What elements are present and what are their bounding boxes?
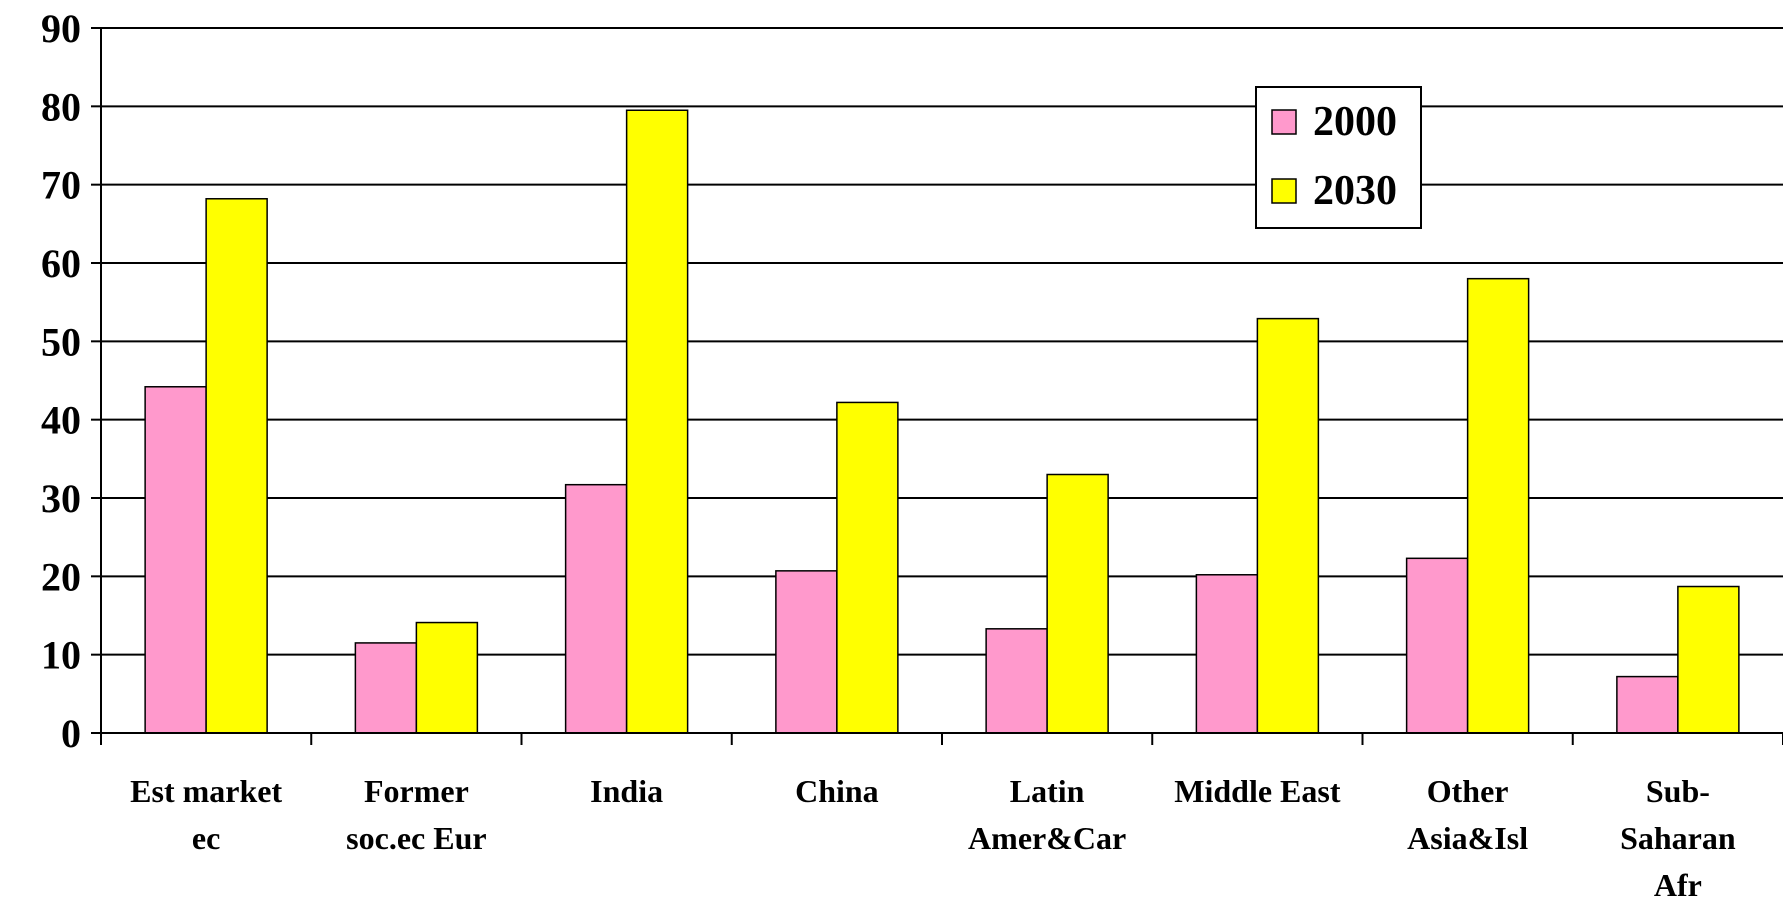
x-tick-label-line: ec (192, 820, 220, 856)
bar-2000-2 (564, 483, 628, 734)
x-tick-label: China (795, 773, 879, 809)
y-tick-label: 20 (41, 554, 81, 599)
y-tick-label: 0 (61, 711, 81, 756)
y-tick-label: 50 (41, 319, 81, 364)
y-tick-label: 70 (41, 163, 81, 208)
bar-2030-4 (1046, 473, 1109, 734)
x-tick-label-line: China (795, 773, 879, 809)
bar-2030-2 (625, 109, 689, 734)
x-tick-label-line: Amer&Car (968, 820, 1126, 856)
axes (91, 27, 1783, 745)
x-tick-label-line: Asia&Isl (1407, 820, 1528, 856)
bar-2030-1 (415, 621, 479, 734)
legend-label: 2000 (1313, 99, 1397, 145)
y-tick-label: 80 (41, 84, 81, 129)
x-tick-label-line: Former (364, 773, 469, 809)
legend-swatch (1271, 109, 1297, 135)
x-tick-label: Latin Amer&Car (968, 773, 1126, 856)
x-tick-label-line: Est market (130, 773, 282, 809)
x-tick-label-line: Middle East (1174, 773, 1341, 809)
x-tick-label: Middle East (1174, 773, 1341, 809)
bar-2000-5 (1195, 574, 1259, 734)
y-tick-label: 90 (41, 6, 81, 51)
x-tick-label-line: India (590, 773, 663, 809)
bar-2030-5 (1256, 317, 1320, 734)
x-tick-label: Other Asia&Isl (1407, 773, 1528, 856)
bar-2000-7 (1616, 675, 1679, 734)
x-tick-label: India (590, 773, 663, 809)
x-axis-tick-labels: Est market ec Former soc.ec Eur India China La… (130, 773, 1736, 902)
bar-2000-4 (985, 628, 1048, 734)
y-tick-label: 60 (41, 241, 81, 286)
x-tick-label-line: Afr (1654, 867, 1702, 902)
legend-label: 2030 (1313, 168, 1397, 214)
gridlines (101, 27, 1783, 656)
x-tick-label-line: Saharan (1620, 820, 1736, 856)
bar-2000-3 (775, 570, 838, 734)
x-tick-label-line: soc.ec Eur (346, 820, 486, 856)
bar-2000-6 (1405, 557, 1469, 734)
y-tick-label: 40 (41, 398, 81, 443)
x-tick-label: Former soc.ec Eur (346, 773, 486, 856)
bar-2000-0 (144, 386, 207, 734)
y-axis-tick-labels: 0 10 20 30 40 50 60 70 80 90 (41, 6, 81, 756)
x-tick-label-line: Latin (1010, 773, 1085, 809)
bar-2030-0 (205, 198, 268, 734)
bar-2030-3 (836, 401, 899, 734)
legend: 2000 2030 (1255, 86, 1422, 229)
bar-2030-6 (1466, 277, 1530, 734)
x-tick-label-line: Sub- (1646, 773, 1710, 809)
y-tick-label: 10 (41, 633, 81, 678)
legend-swatch (1271, 178, 1297, 204)
bar-2000-1 (354, 642, 418, 734)
x-tick-label: Est market ec (130, 773, 282, 856)
x-tick-label: Sub- Saharan Afr (1620, 773, 1736, 902)
y-tick-label: 30 (41, 476, 81, 521)
x-tick-label-line: Other (1427, 773, 1509, 809)
bar-2030-7 (1677, 585, 1740, 734)
bars (144, 109, 1740, 734)
